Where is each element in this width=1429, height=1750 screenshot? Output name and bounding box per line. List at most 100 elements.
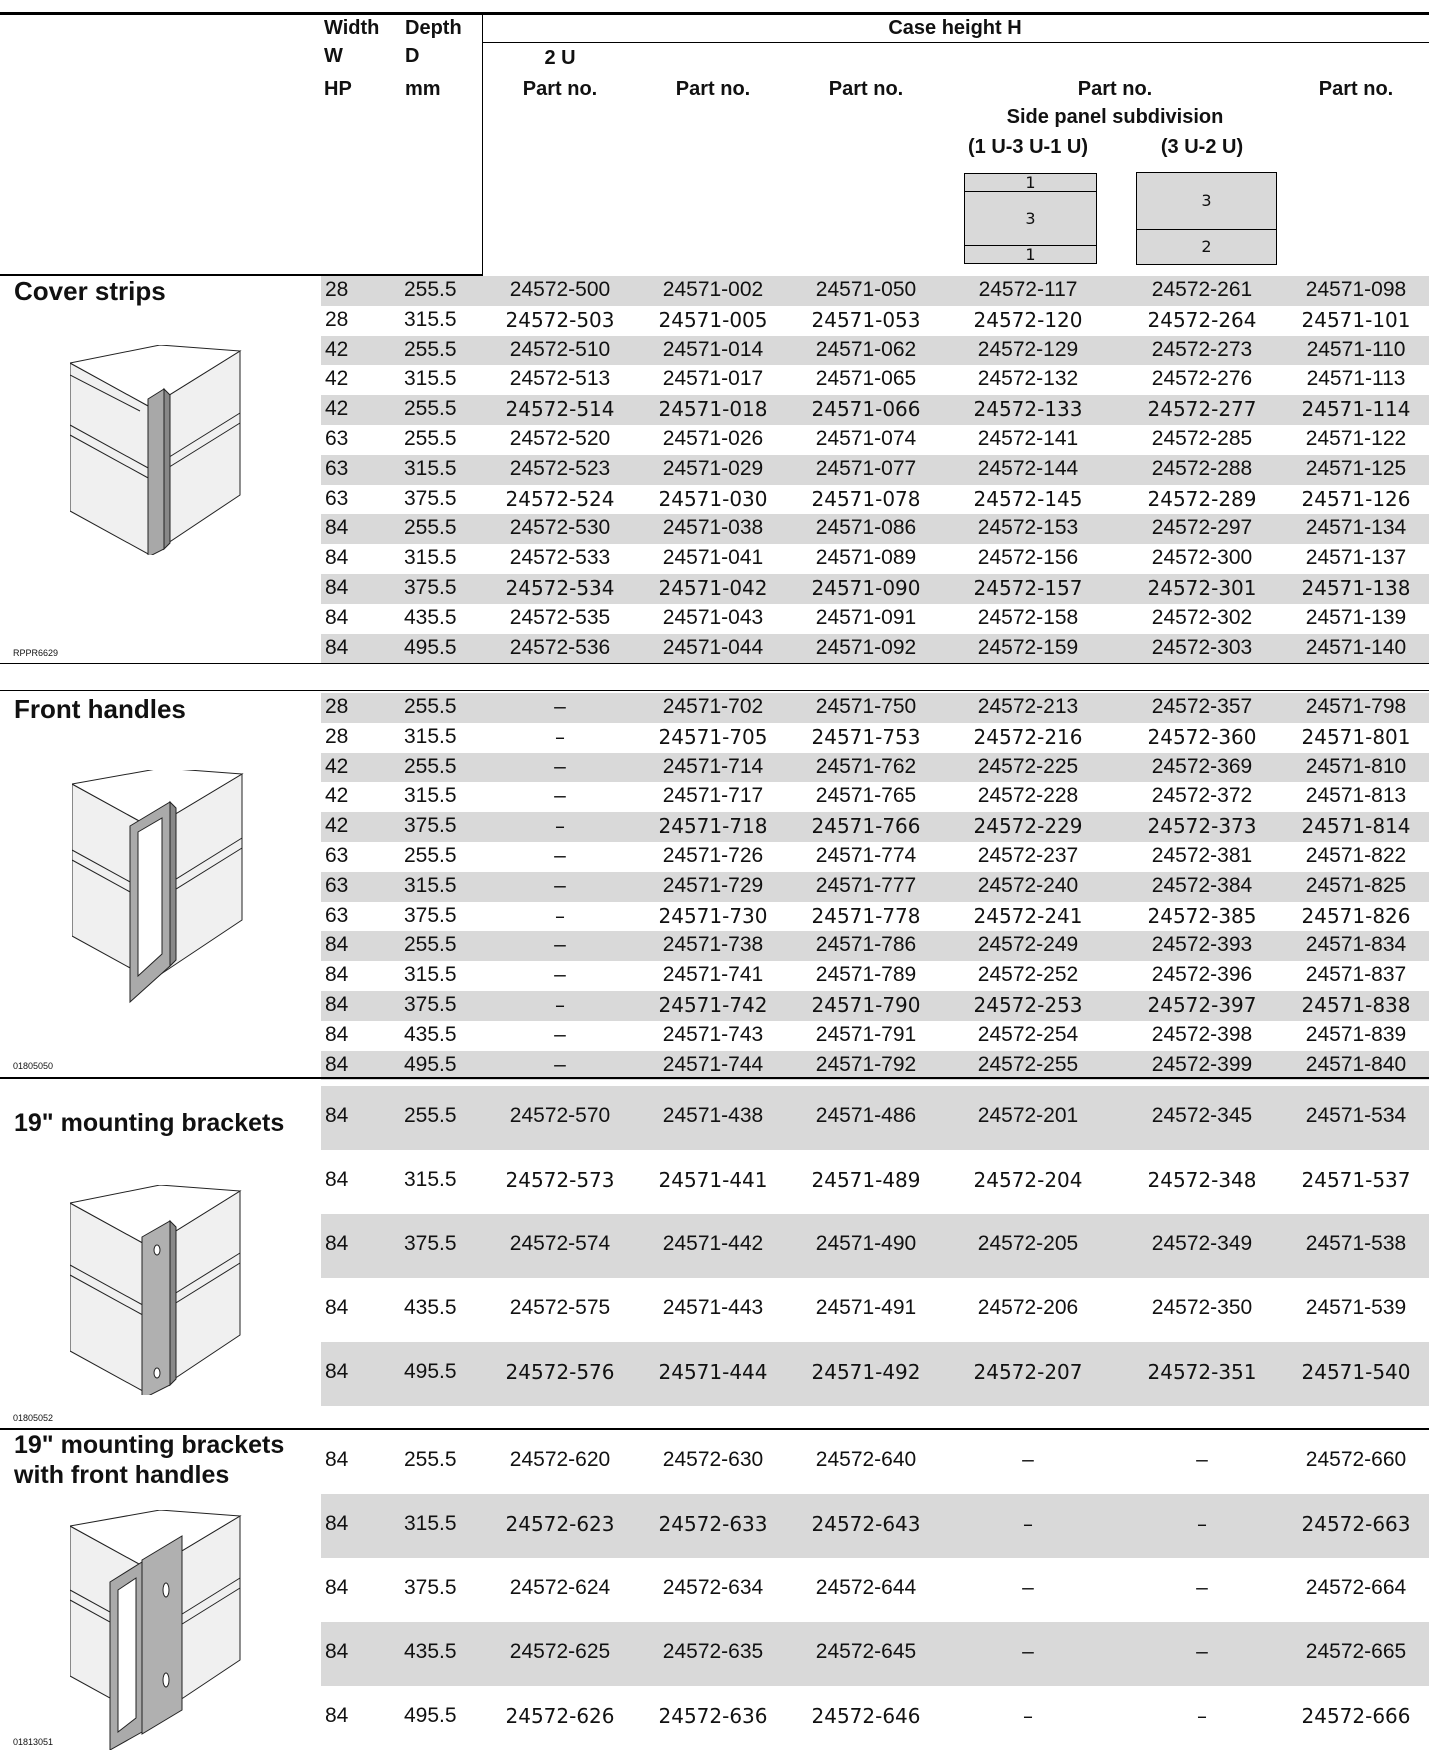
part-number-cell: – bbox=[554, 873, 566, 897]
part-number-cell: 24572-157 bbox=[973, 576, 1083, 600]
part-number-cell: 24571-538 bbox=[1305, 1232, 1407, 1255]
part-number-cell: – bbox=[1196, 1576, 1208, 1599]
section-title-mounting-brackets: 19" mounting brackets bbox=[14, 1109, 285, 1137]
part-number-cell: 24572-664 bbox=[1305, 1576, 1407, 1599]
table-row bbox=[321, 1214, 1429, 1278]
part-number-cell: 24572-285 bbox=[1151, 427, 1253, 450]
depth-cell: 315.5 bbox=[404, 307, 457, 331]
width-cell: 28 bbox=[325, 307, 349, 331]
depth-cell: 255.5 bbox=[404, 278, 457, 301]
part-number-cell: 24572-500 bbox=[509, 278, 611, 301]
table-row bbox=[321, 514, 1429, 545]
part-number-cell: 24572-624 bbox=[509, 1576, 611, 1599]
part-no-header-3: Part no. bbox=[828, 78, 904, 100]
part-number-cell: 24571-050 bbox=[815, 278, 917, 301]
part-number-cell: 24571-490 bbox=[815, 1232, 917, 1255]
part-number-cell: 24571-792 bbox=[815, 1052, 917, 1076]
part-number-cell: 24572-349 bbox=[1151, 1232, 1253, 1255]
diagram-b-bottom: 2 bbox=[1201, 237, 1212, 256]
part-number-cell: 24572-643 bbox=[811, 1512, 921, 1536]
part-number-cell: 24572-253 bbox=[973, 993, 1083, 1017]
part-number-cell: 24572-117 bbox=[978, 278, 1078, 301]
part-number-cell: 24571-114 bbox=[1301, 397, 1411, 422]
width-cell: 84 bbox=[325, 605, 349, 629]
header-underline bbox=[482, 42, 1429, 43]
figure-id-brackets-handles: 01813051 bbox=[13, 1737, 54, 1747]
part-number-cell: 24572-133 bbox=[973, 397, 1083, 422]
depth-cell: 315.5 bbox=[404, 456, 457, 480]
part-number-cell: 24571-777 bbox=[815, 873, 917, 897]
case-height-header: Case height H bbox=[888, 17, 1022, 39]
part-number-cell: 24572-635 bbox=[662, 1640, 764, 1663]
part-number-cell: 24571-065 bbox=[815, 367, 917, 391]
part-number-cell: 24571-092 bbox=[815, 635, 917, 659]
part-number-cell: 24571-005 bbox=[658, 307, 768, 332]
part-number-cell: 24571-134 bbox=[1305, 516, 1407, 540]
part-number-cell: 24572-206 bbox=[977, 1296, 1079, 1319]
part-number-cell: 24571-042 bbox=[658, 576, 768, 600]
width-cell: 42 bbox=[325, 337, 349, 361]
front-handle-illustration bbox=[72, 770, 244, 1004]
part-number-cell: 24572-573 bbox=[505, 1168, 615, 1192]
part-number-cell: 24571-113 bbox=[1306, 367, 1406, 391]
figure-id-mounting-brackets: 01805052 bbox=[13, 1413, 54, 1423]
part-number-cell: 24572-530 bbox=[509, 516, 611, 540]
part-number-cell: 24571-839 bbox=[1305, 1022, 1407, 1046]
part-number-cell: 24572-159 bbox=[977, 635, 1079, 659]
table-row bbox=[321, 991, 1429, 1021]
part-number-cell: 24572-345 bbox=[1151, 1104, 1253, 1127]
part-number-cell: 24572-640 bbox=[815, 1448, 917, 1471]
part-number-cell: 24572-645 bbox=[815, 1640, 917, 1663]
part-number-cell: 24571-741 bbox=[662, 963, 764, 987]
part-number-cell: 24571-822 bbox=[1305, 844, 1407, 867]
subdivision-b-diagram: 3 2 bbox=[1136, 172, 1277, 265]
width-cell: 84 bbox=[325, 516, 349, 540]
side-panel-header: Side panel subdivision bbox=[1006, 106, 1224, 128]
part-number-cell: 24572-397 bbox=[1147, 993, 1257, 1017]
part-number-cell: 24572-369 bbox=[1151, 754, 1253, 778]
part-number-cell: 24572-360 bbox=[1147, 724, 1257, 749]
cover-strip-illustration bbox=[70, 345, 242, 555]
part-number-cell: – bbox=[1022, 1576, 1034, 1599]
diagram-b-top: 3 bbox=[1137, 173, 1276, 230]
part-number-cell: 24572-644 bbox=[815, 1576, 917, 1599]
part-number-cell: 24572-204 bbox=[973, 1168, 1083, 1192]
part-number-cell: 24572-396 bbox=[1151, 963, 1253, 987]
part-number-cell: 24571-778 bbox=[811, 903, 921, 928]
table-row bbox=[321, 574, 1429, 604]
table-row bbox=[321, 812, 1429, 842]
part-number-cell: 24571-098 bbox=[1305, 278, 1407, 301]
part-number-cell: 24571-043 bbox=[662, 605, 764, 629]
part-number-cell: 24572-536 bbox=[509, 635, 611, 659]
part-number-cell: – bbox=[554, 784, 566, 808]
part-number-cell: 24571-090 bbox=[811, 576, 921, 600]
part-number-cell: 24571-540 bbox=[1301, 1360, 1411, 1384]
part-number-cell: 24571-742 bbox=[658, 993, 768, 1017]
part-number-cell: 24572-261 bbox=[1151, 278, 1253, 301]
part-number-cell: 24572-535 bbox=[509, 605, 611, 629]
part-number-cell: 24571-814 bbox=[1301, 814, 1411, 839]
depth-cell: 315.5 bbox=[404, 367, 457, 391]
part-number-cell: 24572-351 bbox=[1147, 1360, 1257, 1384]
part-number-cell: 24571-438 bbox=[662, 1104, 764, 1127]
part-number-cell: 24571-041 bbox=[662, 546, 764, 570]
part-number-cell: 24572-660 bbox=[1305, 1448, 1407, 1471]
part-number-cell: 24571-491 bbox=[815, 1296, 917, 1319]
part-number-cell: 24571-139 bbox=[1305, 605, 1407, 629]
depth-cell: 315.5 bbox=[404, 963, 457, 987]
part-number-cell: 24572-384 bbox=[1151, 873, 1253, 897]
table-row bbox=[321, 931, 1429, 962]
part-number-cell: – bbox=[554, 963, 566, 987]
mounting-bracket-illustration bbox=[70, 1185, 242, 1395]
depth-cell: 435.5 bbox=[404, 1640, 457, 1663]
part-number-cell: 24572-205 bbox=[977, 1232, 1079, 1255]
part-number-cell: 24572-574 bbox=[509, 1232, 611, 1255]
width-cell: 84 bbox=[325, 1232, 349, 1255]
part-number-cell: 24572-510 bbox=[509, 337, 611, 361]
diagram-a-bottom: 1 bbox=[965, 245, 1096, 263]
part-number-cell: – bbox=[554, 1052, 566, 1076]
part-number-cell: 24572-254 bbox=[977, 1022, 1079, 1046]
part-number-cell: 24571-101 bbox=[1301, 307, 1411, 332]
part-number-cell: 24571-044 bbox=[662, 635, 764, 659]
part-number-cell: 24571-718 bbox=[658, 814, 768, 839]
